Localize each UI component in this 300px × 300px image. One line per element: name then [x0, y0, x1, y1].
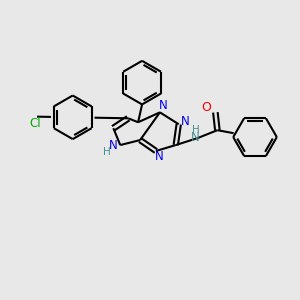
Text: O: O	[202, 101, 212, 114]
Text: N: N	[109, 139, 118, 152]
Text: N: N	[158, 99, 167, 112]
Text: N: N	[191, 130, 200, 144]
Text: Cl: Cl	[29, 117, 41, 130]
Text: H: H	[192, 125, 200, 135]
Text: N: N	[154, 150, 163, 164]
Text: H: H	[103, 147, 110, 157]
Text: N: N	[181, 115, 190, 128]
